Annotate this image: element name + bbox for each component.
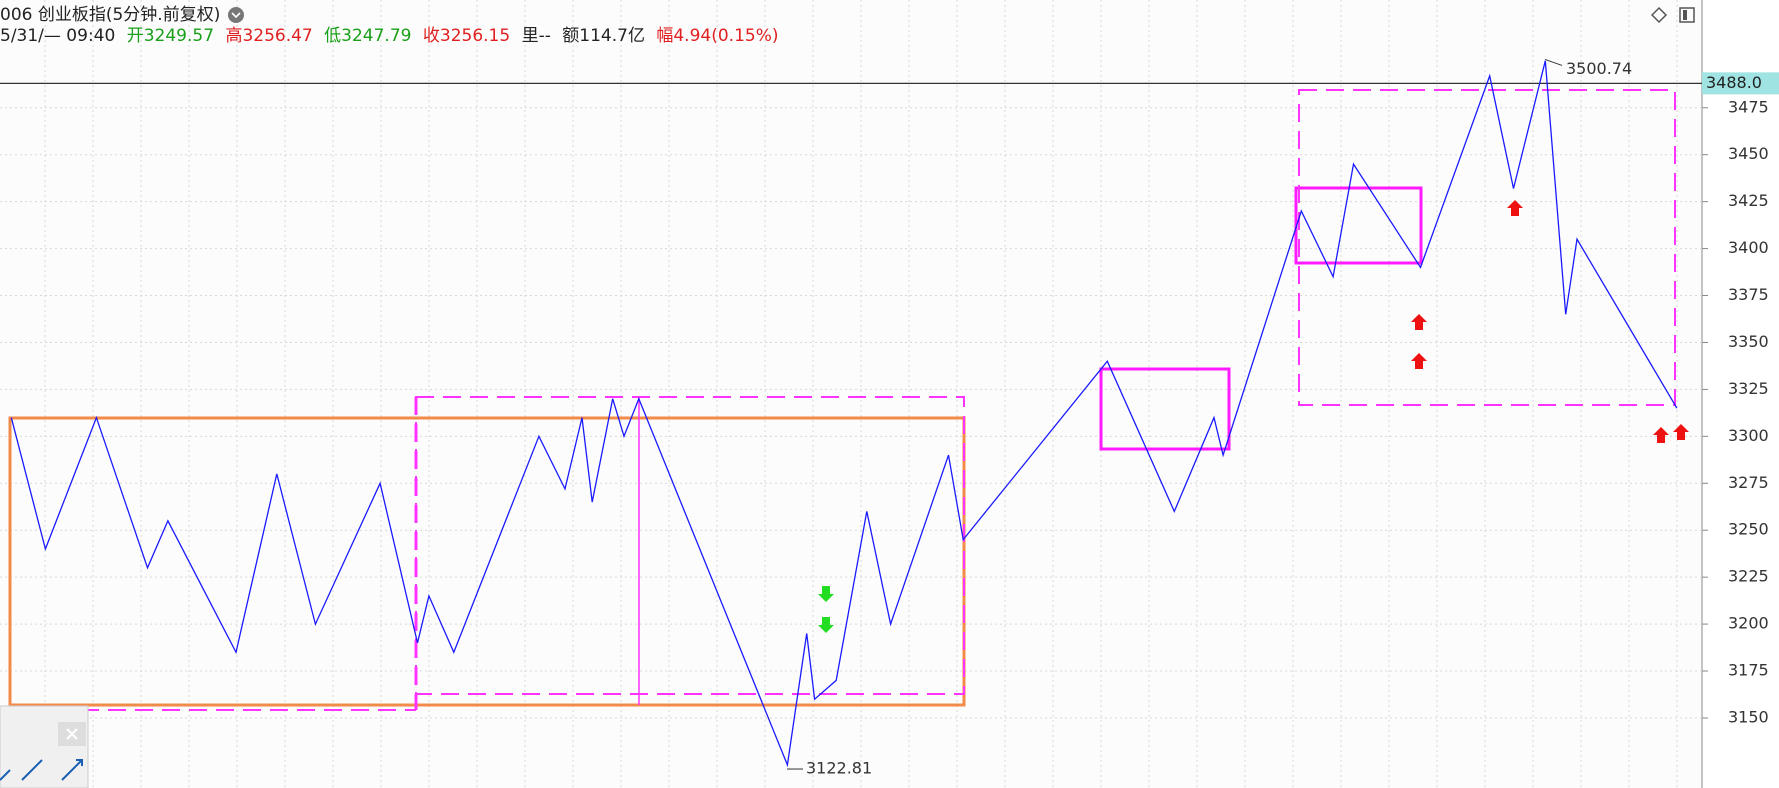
- low: 3247.79: [341, 26, 411, 46]
- y-tick-label: 3400: [1728, 238, 1769, 257]
- range-box: [1294, 186, 1423, 265]
- signal-arrow: [1411, 314, 1427, 330]
- y-tick-label: 3300: [1728, 426, 1769, 445]
- tool-icons[interactable]: [0, 759, 83, 781]
- open-label: 开: [127, 26, 144, 46]
- y-tick-label: 3450: [1728, 144, 1769, 163]
- signal-arrow: [818, 617, 834, 633]
- y-tick-label: 3275: [1728, 473, 1769, 492]
- y-tick-label: 3250: [1728, 520, 1769, 539]
- axis-panel: [1702, 0, 1779, 788]
- current-price-label: 3488.0: [1706, 73, 1762, 92]
- close-label: 收: [423, 26, 440, 46]
- low-label: 低: [324, 26, 341, 46]
- y-tick-label: 3475: [1728, 97, 1769, 116]
- signal-arrow: [1507, 200, 1523, 216]
- y-tick-label: 3200: [1728, 614, 1769, 633]
- signal-arrows: [818, 200, 1689, 633]
- panel-icon-bar: [1683, 10, 1687, 20]
- high-marker-tick: [1544, 58, 1563, 66]
- range-box: [1298, 89, 1676, 406]
- signal-arrow: [1411, 353, 1427, 369]
- range-box: [8, 416, 966, 707]
- signal-arrow: [1653, 427, 1669, 443]
- grid: [0, 0, 1702, 788]
- panel-icon[interactable]: [1679, 7, 1695, 23]
- y-tick-label: 3350: [1728, 332, 1769, 351]
- high: 3256.47: [242, 26, 312, 46]
- dropdown-icon[interactable]: [228, 7, 244, 23]
- toolbar: [0, 705, 89, 788]
- open: 3249.57: [144, 26, 214, 46]
- change: 4.94(0.15%): [673, 26, 778, 46]
- y-tick-label: 3225: [1728, 567, 1769, 586]
- dropdown-chevron: [231, 12, 241, 19]
- close-icon: [66, 728, 78, 740]
- range-box: [1099, 367, 1231, 451]
- signal-arrow: [1673, 424, 1689, 440]
- y-tick-label: 3150: [1728, 707, 1769, 726]
- volume: 里--: [522, 26, 551, 46]
- close: 3256.15: [440, 26, 510, 46]
- amount: 额114.7亿: [562, 26, 645, 46]
- change-label: 幅: [656, 26, 673, 46]
- ohlc-line: 5/31/— 09:40 开3249.57 高3256.47 低3247.79 …: [0, 26, 778, 46]
- range-box: [415, 396, 965, 695]
- current-price-box: [1702, 72, 1779, 95]
- diamond-icon[interactable]: [1650, 6, 1668, 24]
- y-tick-label: 3425: [1728, 191, 1769, 210]
- zigzag-line: [10, 60, 1678, 768]
- signal-arrow: [818, 586, 834, 602]
- y-tick-label: 3175: [1728, 661, 1769, 680]
- high-marker-label: 3500.74: [1566, 59, 1632, 78]
- boxes: [0, 89, 1676, 711]
- low-marker-label: 3122.81: [806, 759, 872, 778]
- y-tick-label: 3325: [1728, 379, 1769, 398]
- chart-title: 006 创业板指(5分钟.前复权): [0, 5, 220, 25]
- high-label: 高: [225, 26, 242, 46]
- y-tick-label: 3375: [1728, 285, 1769, 304]
- time: 5/31/— 09:40: [0, 26, 115, 46]
